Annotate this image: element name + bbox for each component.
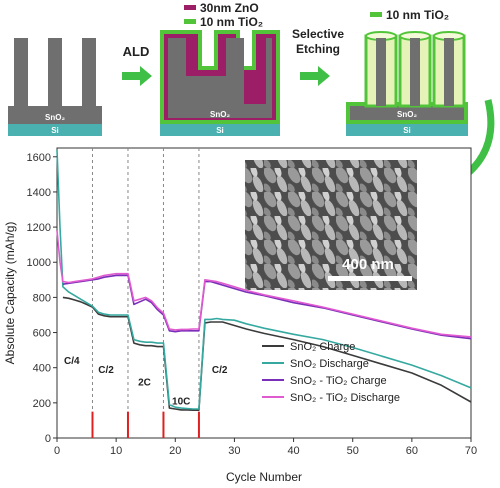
si-label: Si bbox=[216, 126, 224, 135]
rate-label: C/2 bbox=[212, 365, 228, 376]
sno2-base bbox=[8, 106, 102, 124]
x-tick-label: 10 bbox=[110, 445, 122, 457]
ald-arrow: ALD bbox=[122, 44, 152, 86]
ald-label: ALD bbox=[123, 44, 150, 59]
tio2-legend-label: 10 nm TiO₂ bbox=[200, 15, 263, 29]
y-tick-label: 0 bbox=[45, 433, 51, 445]
series-line-1 bbox=[62, 296, 472, 412]
y-tick-label: 1000 bbox=[27, 257, 51, 269]
tio2-legend-label: 10 nm TiO₂ bbox=[386, 8, 449, 22]
sno2-label: SnO₂ bbox=[45, 113, 65, 122]
y-tick-label: 400 bbox=[33, 363, 51, 375]
x-tick-label: 0 bbox=[54, 445, 60, 457]
etch-arrow: Selective Etching bbox=[292, 27, 344, 86]
x-tick-label: 60 bbox=[406, 445, 418, 457]
series-line-3 bbox=[62, 274, 472, 340]
legend-label: SnO₂ - TiO₂ Charge bbox=[290, 375, 387, 387]
capacity-chart: 0 10 20 30 40 50 60 70 0 200 400 600 800 1000 1200 140… bbox=[3, 147, 477, 484]
series-line-2 bbox=[56, 149, 472, 410]
y-tick-label: 200 bbox=[33, 398, 51, 410]
rate-label: C/2 bbox=[98, 365, 114, 376]
zno-legend-swatch bbox=[184, 5, 196, 10]
sno2-nanowire bbox=[48, 38, 62, 108]
rate-label: C/4 bbox=[64, 356, 80, 367]
y-tick-label: 600 bbox=[33, 328, 51, 340]
arrow-icon bbox=[122, 66, 152, 86]
tio2-nanotube bbox=[432, 31, 466, 108]
series-line-4 bbox=[56, 230, 472, 338]
legend-label: SnO₂ Charge bbox=[290, 341, 355, 353]
tio2-nanotube bbox=[398, 31, 432, 108]
si-label: Si bbox=[403, 126, 411, 135]
x-tick-label: 40 bbox=[287, 445, 299, 457]
rate-label: 10C bbox=[172, 397, 190, 408]
y-tick-label: 1600 bbox=[27, 152, 51, 164]
sno2-nanowire bbox=[14, 38, 28, 108]
sem-inset: 400 nm bbox=[245, 160, 417, 290]
sno2-label: SnO₂ bbox=[210, 110, 230, 119]
schematic-step-1: SnO₂ Si bbox=[8, 38, 102, 136]
legend-label: SnO₂ Discharge bbox=[290, 358, 369, 370]
legend: SnO₂ Charge SnO₂ Discharge SnO₂ - TiO₂ Cha… bbox=[262, 341, 400, 404]
tio2-nanotube bbox=[364, 31, 398, 108]
y-tick-label: 800 bbox=[33, 292, 51, 304]
x-axis-title: Cycle Number bbox=[226, 470, 302, 484]
arrow-icon bbox=[300, 66, 330, 86]
si-substrate bbox=[8, 124, 102, 136]
scale-bar-label: 400 nm bbox=[342, 256, 394, 273]
etch-label-2: Etching bbox=[296, 42, 340, 56]
sno2-nanowire bbox=[82, 38, 96, 108]
rate-label: 2C bbox=[138, 377, 151, 388]
x-tick-label: 70 bbox=[465, 445, 477, 457]
scale-bar bbox=[328, 276, 412, 281]
etch-label-1: Selective bbox=[292, 27, 344, 41]
schematic-step-3: SnO₂ Si 10 nm TiO₂ bbox=[346, 8, 468, 136]
sem-image bbox=[245, 160, 417, 290]
x-tick-label: 30 bbox=[228, 445, 240, 457]
si-label: Si bbox=[51, 126, 59, 135]
schematic: SnO₂ Si ALD SnO₂ Si 30nm ZnO 10 nm TiO₂ bbox=[8, 1, 495, 192]
y-axis-title: Absolute Capacity (mAh/g) bbox=[3, 222, 17, 365]
zno-legend-label: 30nm ZnO bbox=[200, 1, 259, 15]
x-tick-label: 50 bbox=[347, 445, 359, 457]
y-tick-label: 1400 bbox=[27, 187, 51, 199]
x-tick-label: 20 bbox=[169, 445, 181, 457]
schematic-step-2: SnO₂ Si 30nm ZnO 10 nm TiO₂ bbox=[160, 1, 280, 136]
legend-label: SnO₂ - TiO₂ Discharge bbox=[290, 392, 400, 404]
sno2-label: SnO₂ bbox=[397, 110, 417, 119]
tio2-legend-swatch bbox=[184, 19, 196, 24]
tio2-legend-swatch bbox=[370, 12, 382, 17]
y-tick-label: 1200 bbox=[27, 222, 51, 234]
